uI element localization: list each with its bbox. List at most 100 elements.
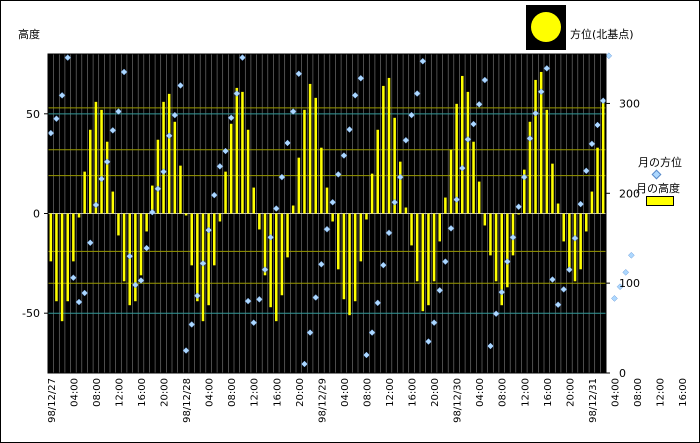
- altitude-bar: [224, 171, 227, 214]
- right-tick-label: 200: [619, 187, 640, 200]
- azimuth-marker: [216, 162, 224, 170]
- altitude-bar: [534, 79, 537, 214]
- azimuth-marker: [323, 225, 331, 233]
- azimuth-marker: [475, 100, 483, 108]
- x-tick-label: 12:00: [250, 378, 261, 407]
- altitude-bar: [252, 187, 255, 214]
- azimuth-marker: [554, 301, 562, 309]
- altitude-bar: [325, 187, 329, 214]
- azimuth-marker: [126, 252, 134, 260]
- altitude-bar: [258, 213, 261, 230]
- azimuth-marker: [470, 120, 477, 128]
- x-tick-label: 98/12/27: [47, 378, 58, 423]
- altitude-bar: [556, 203, 560, 214]
- azimuth-marker: [47, 129, 55, 137]
- moon-icon: [526, 5, 566, 50]
- azimuth-marker: [267, 233, 274, 241]
- altitude-bar: [49, 213, 53, 262]
- altitude-bar: [342, 213, 346, 300]
- azimuth-marker: [244, 297, 252, 305]
- altitude-bar: [246, 129, 250, 214]
- altitude-bar: [432, 213, 436, 282]
- altitude-bar: [122, 213, 126, 282]
- altitude-bar: [483, 213, 487, 226]
- altitude-bar: [308, 83, 312, 214]
- altitude-bar: [494, 213, 498, 282]
- altitude-bar: [111, 191, 115, 214]
- right-tick-label: 0: [619, 367, 626, 380]
- azimuth-marker: [402, 136, 410, 144]
- altitude-bar: [348, 213, 351, 316]
- altitude-bar: [167, 93, 171, 214]
- azimuth-marker: [250, 319, 258, 327]
- altitude-bar: [489, 213, 492, 256]
- azimuth-marker: [509, 233, 517, 241]
- azimuth-marker: [98, 175, 105, 183]
- altitude-bar: [415, 213, 419, 282]
- x-tick-label: 04:00: [475, 378, 486, 407]
- azimuth-marker: [261, 266, 269, 274]
- azimuth-marker: [227, 114, 235, 122]
- azimuth-marker: [357, 74, 365, 82]
- altitude-bar: [376, 129, 379, 214]
- altitude-bar: [601, 99, 605, 214]
- altitude-bar: [387, 77, 391, 214]
- azimuth-marker: [165, 132, 173, 140]
- altitude-bar: [500, 213, 503, 306]
- azimuth-marker: [53, 115, 60, 123]
- azimuth-marker: [222, 147, 229, 155]
- altitude-bar: [399, 161, 402, 214]
- azimuth-marker: [70, 274, 77, 282]
- x-tick-label: 04:00: [205, 378, 216, 407]
- altitude-bar: [139, 213, 143, 276]
- x-tick-label: 16:00: [137, 378, 148, 407]
- altitude-bar: [55, 213, 58, 302]
- azimuth-marker: [115, 108, 122, 115]
- azimuth-marker: [599, 97, 607, 105]
- altitude-bar: [89, 129, 92, 214]
- azimuth-marker: [340, 152, 348, 159]
- altitude-bar: [105, 141, 109, 214]
- azimuth-marker: [537, 88, 545, 96]
- azimuth-marker: [442, 258, 449, 265]
- altitude-bar: [275, 213, 278, 322]
- x-tick-label: 08:00: [227, 378, 238, 407]
- azimuth-marker: [487, 342, 494, 350]
- right-axis-title: 方位(北基点): [570, 28, 634, 41]
- azimuth-marker: [177, 82, 184, 89]
- altitude-bar: [162, 101, 165, 214]
- altitude-bar: [72, 213, 75, 262]
- x-tick-label: 08:00: [362, 378, 373, 407]
- altitude-bar: [303, 109, 306, 214]
- azimuth-marker: [132, 281, 139, 289]
- azimuth-marker: [182, 347, 190, 354]
- azimuth-marker: [436, 286, 444, 294]
- azimuth-marker: [363, 351, 370, 359]
- altitude-bar: [184, 213, 188, 216]
- altitude-bar: [286, 213, 289, 258]
- azimuth-marker: [520, 173, 528, 181]
- x-tick-label: 08:00: [92, 378, 103, 407]
- x-tick-label: 16:00: [543, 378, 554, 407]
- left-tick-label: 50: [26, 108, 40, 121]
- altitude-bar: [596, 147, 599, 214]
- altitude-bar: [573, 213, 577, 282]
- azimuth-marker: [464, 136, 472, 143]
- altitude-bar: [579, 213, 582, 270]
- altitude-bar: [331, 213, 334, 222]
- altitude-bar: [444, 197, 447, 214]
- altitude-bar: [218, 213, 222, 222]
- x-tick-label: 16:00: [408, 378, 419, 407]
- azimuth-marker: [318, 260, 325, 268]
- left-tick-label: 0: [33, 208, 40, 221]
- azimuth-marker: [396, 173, 404, 181]
- azimuth-marker: [571, 234, 579, 242]
- x-tick-label: 16:00: [678, 378, 689, 407]
- azimuth-marker: [582, 167, 590, 175]
- x-tick-label: 20:00: [160, 378, 171, 407]
- azimuth-marker: [351, 91, 359, 99]
- azimuth-marker: [549, 276, 556, 283]
- altitude-bar: [151, 185, 154, 214]
- x-tick-label: 04:00: [69, 378, 80, 407]
- azimuth-marker: [532, 109, 539, 117]
